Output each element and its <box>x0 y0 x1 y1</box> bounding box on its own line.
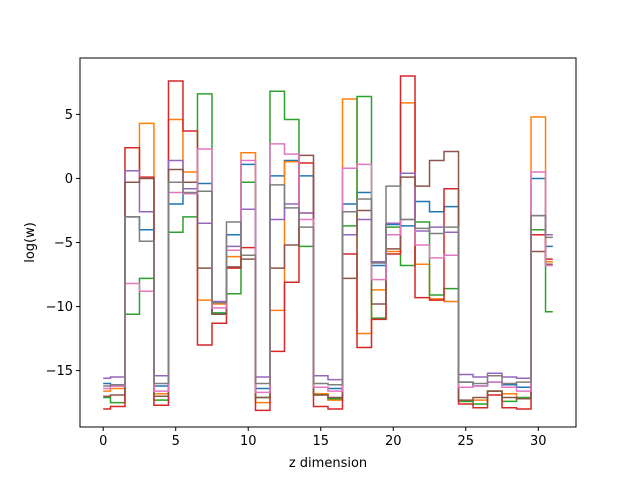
y-tick-label: −5 <box>54 236 73 251</box>
series-line-7 <box>103 143 553 394</box>
x-tick-label: 25 <box>458 434 475 449</box>
y-tick-label: −10 <box>46 300 73 315</box>
y-axis: −15 −10 −5 0 5 <box>46 108 80 379</box>
y-tick-label: 0 <box>65 172 73 187</box>
series-layer <box>103 75 553 412</box>
y-tick-label: −15 <box>46 364 73 379</box>
y-axis-label: log(w) <box>23 222 38 263</box>
series-line-8 <box>103 181 553 387</box>
x-tick-label: 5 <box>172 434 180 449</box>
x-tick-label: 30 <box>530 434 547 449</box>
x-tick-label: 15 <box>312 434 329 449</box>
x-axis-label: z dimension <box>289 456 367 471</box>
x-tick-label: 0 <box>99 434 107 449</box>
x-tick-label: 20 <box>385 434 402 449</box>
series-line-5 <box>103 159 553 381</box>
x-tick-label: 10 <box>240 434 257 449</box>
y-tick-label: 5 <box>65 108 73 123</box>
series-line-4 <box>103 75 553 412</box>
series-line-6 <box>103 150 553 401</box>
x-axis: 0 5 10 15 20 25 30 <box>99 427 547 449</box>
